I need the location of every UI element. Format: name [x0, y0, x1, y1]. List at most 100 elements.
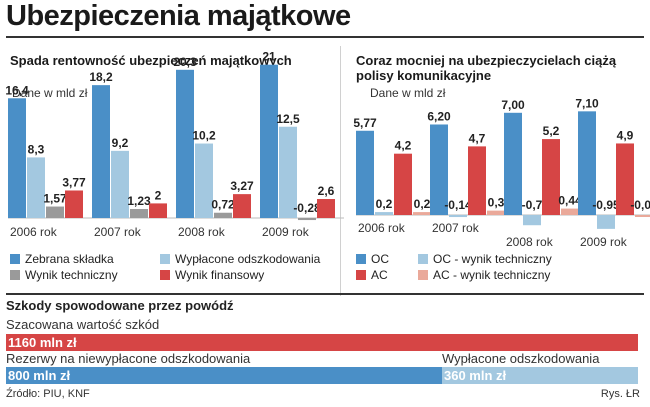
value-label: 12,5 — [276, 112, 300, 126]
legend-label: AC — [371, 268, 388, 282]
reserves-label: Rezerwy na niewypłacone odszkodowania — [6, 351, 251, 366]
legend-swatch — [160, 270, 170, 280]
reserves-value: 800 mln zł — [8, 368, 71, 383]
estimated-damage-value: 1160 mln zł — [8, 335, 77, 350]
bar-right-3-0 — [578, 111, 596, 215]
value-label: 4,2 — [395, 139, 412, 153]
bar-left-0-1 — [27, 157, 45, 218]
bar-left-3-0 — [260, 64, 278, 218]
bar-left-1-3 — [149, 203, 167, 218]
reserves-bar: 800 mln zł — [6, 367, 442, 384]
value-label: 0,2 — [376, 197, 393, 211]
estimated-damage-bar: 1160 mln zł — [6, 334, 638, 351]
legend-label: Wynik techniczny — [25, 268, 118, 282]
value-label: 6,20 — [427, 109, 451, 123]
damage-section-title: Szkody spowodowane przez powódź — [6, 298, 234, 313]
unit-label: Dane w mld zł — [370, 86, 446, 100]
value-label: 20,3 — [173, 55, 197, 69]
bar-left-2-1 — [195, 143, 213, 218]
value-label: 1,23 — [127, 194, 151, 208]
legend-swatch — [10, 254, 20, 264]
value-label: -0,09 — [630, 198, 650, 212]
legend-item: Zebrana składka — [10, 252, 114, 266]
value-label: 2 — [155, 188, 162, 202]
bar-right-0-1 — [375, 212, 393, 215]
legend-swatch — [356, 254, 366, 264]
value-label: -0,28 — [293, 201, 321, 215]
legend-label: AC - wynik techniczny — [433, 268, 551, 282]
bar-left-2-3 — [233, 194, 251, 218]
bar-right-2-2 — [542, 139, 560, 215]
bar-right-1-1 — [449, 215, 467, 218]
bar-left-1-1 — [111, 150, 129, 218]
chart-divider — [340, 46, 341, 296]
value-label: 2,6 — [318, 184, 335, 198]
category-label: 2006 rok — [358, 221, 406, 235]
value-label: 10,2 — [192, 129, 216, 143]
legend-item: AC — [356, 268, 388, 282]
category-label: 2008 rok — [506, 235, 554, 249]
bar-left-2-0 — [176, 69, 194, 218]
bar-right-2-3 — [561, 208, 579, 215]
value-label: 0,72 — [211, 198, 235, 212]
value-label: 21 — [262, 50, 276, 64]
value-label: 1,57 — [43, 192, 67, 206]
value-label: 18,2 — [89, 70, 113, 84]
legend-item: Wypłacone odszkodowania — [160, 252, 320, 266]
value-label: 4,9 — [617, 128, 634, 142]
page-title: Ubezpieczenia majątkowe — [6, 0, 351, 32]
source-note: Źródło: PIU, KNF — [6, 388, 90, 400]
bar-right-3-1 — [597, 215, 615, 229]
value-label: 16,4 — [5, 83, 29, 97]
legend-label: Wypłacone odszkodowania — [175, 252, 321, 266]
value-label: 5,77 — [353, 116, 377, 130]
paid-bar: 360 mln zł — [442, 367, 638, 384]
value-label: 8,3 — [28, 142, 45, 156]
category-label: 2009 rok — [262, 225, 310, 239]
legend-label: Wynik finansowy — [175, 268, 265, 282]
bar-left-3-3 — [317, 199, 335, 218]
bar-left-1-0 — [92, 85, 110, 218]
bar-right-0-3 — [413, 212, 431, 215]
legend-swatch — [10, 270, 20, 280]
value-label: 3,27 — [230, 179, 254, 193]
legend-item: AC - wynik techniczny — [418, 268, 550, 282]
right-chart-legend: OC OC - wynik techniczny AC AC - wynik tech… — [356, 252, 646, 286]
value-label: 9,2 — [112, 136, 129, 150]
category-label: 2009 rok — [580, 235, 628, 249]
bar-left-2-2 — [214, 212, 232, 218]
legend-item: Wynik techniczny — [10, 268, 118, 282]
bar-left-3-2 — [298, 218, 316, 221]
bar-left-0-3 — [65, 190, 83, 218]
value-label: -0,14 — [444, 198, 472, 212]
legend-swatch — [418, 254, 428, 264]
legend-swatch — [356, 270, 366, 280]
value-label: 3,77 — [62, 175, 86, 189]
legend-label: OC - wynik techniczny — [433, 252, 552, 266]
value-label: 7,00 — [501, 98, 525, 112]
legend-item: Wynik finansowy — [160, 268, 264, 282]
legend-item: OC — [356, 252, 389, 266]
bar-right-0-2 — [394, 153, 412, 215]
left-chart-legend: Zebrana składka Wypłacone odszkodowania Wy… — [10, 252, 340, 286]
bar-right-1-0 — [430, 124, 448, 215]
value-label: -0,7 — [522, 198, 543, 212]
value-label: 0,3 — [488, 196, 505, 210]
value-label: 5,2 — [543, 124, 560, 138]
bar-right-1-2 — [468, 146, 486, 215]
bar-right-0-0 — [356, 130, 374, 215]
bar-right-3-3 — [635, 215, 650, 217]
value-label: 0,44 — [558, 194, 582, 208]
category-label: 2008 rok — [178, 225, 226, 239]
legend-label: Zebrana składka — [25, 252, 114, 266]
bar-right-2-0 — [504, 112, 522, 215]
paid-label: Wypłacone odszkodowania — [442, 351, 600, 366]
right-chart-title: Coraz mocniej na ubezpieczycielach ciążą… — [356, 53, 617, 83]
left-chart-title: Spada rentowność ubezpieczeń majątkowych — [10, 53, 292, 68]
value-label: 0,2 — [414, 197, 431, 211]
legend-label: OC — [371, 252, 389, 266]
bar-right-1-3 — [487, 210, 505, 215]
paid-value: 360 mln zł — [444, 368, 507, 383]
